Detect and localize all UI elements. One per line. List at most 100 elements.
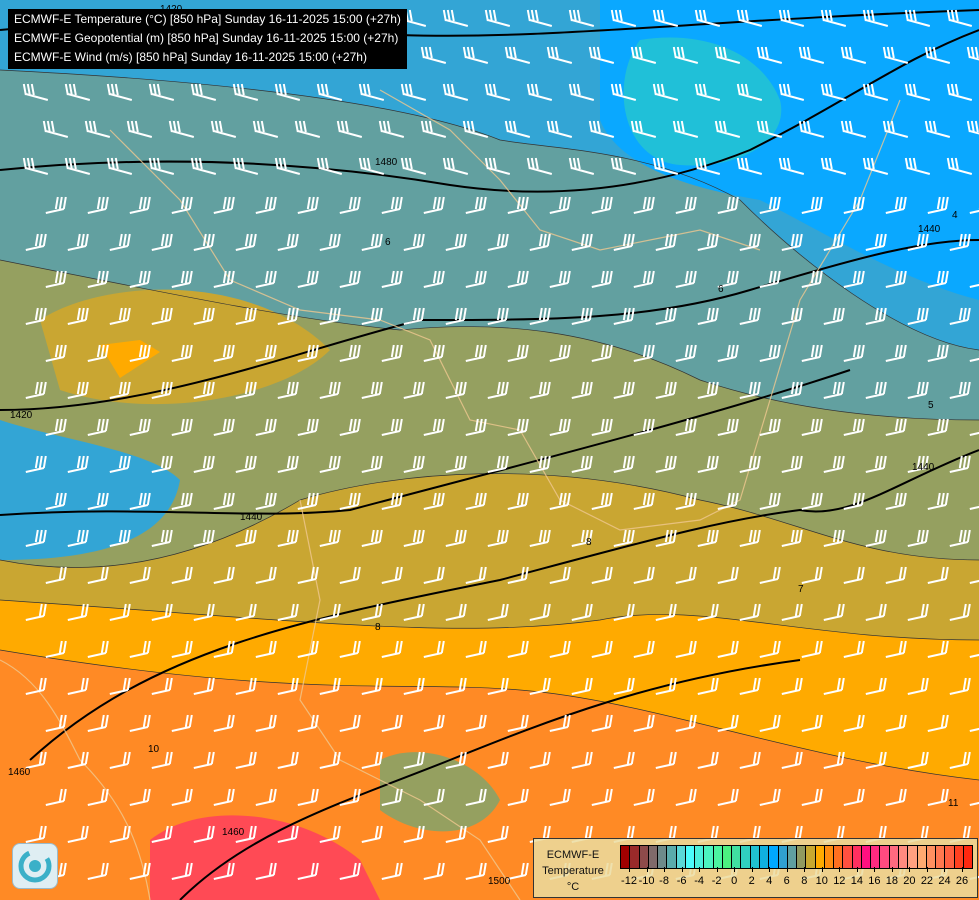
- wind-barb: [862, 9, 889, 27]
- wind-barb: [255, 640, 277, 658]
- wind-barb: [862, 83, 889, 101]
- wind-barb: [927, 714, 949, 732]
- wind-barb: [591, 270, 613, 288]
- wind-barb: [22, 83, 49, 101]
- tick-label: -6: [676, 875, 687, 887]
- wind-barb: [759, 714, 781, 732]
- color-scale-cell: [769, 846, 779, 868]
- wind-barb: [823, 603, 845, 621]
- color-scale-cell: [630, 846, 640, 868]
- wind-barb: [87, 270, 109, 288]
- wind-barb: [277, 307, 299, 325]
- wind-barb: [151, 307, 173, 325]
- color-scale-cell: [750, 846, 760, 868]
- wind-barb: [151, 603, 173, 621]
- wind-barb: [274, 83, 301, 101]
- wind-barb: [798, 120, 825, 138]
- wind-barb: [739, 603, 761, 621]
- wind-barb: [151, 677, 173, 695]
- wind-barb: [736, 83, 763, 101]
- wind-barb: [801, 270, 823, 288]
- wind-barb: [591, 640, 613, 658]
- wind-barb: [675, 418, 697, 436]
- wind-barb: [462, 120, 489, 138]
- wind-barb: [151, 529, 173, 547]
- wind-barb: [739, 233, 761, 251]
- geopotential-label: 1440: [912, 462, 935, 473]
- wind-barb: [213, 862, 235, 880]
- wind-barb: [739, 307, 761, 325]
- wind-barb: [781, 751, 803, 769]
- wind-barb: [694, 157, 721, 175]
- wind-barb: [759, 640, 781, 658]
- temperature-label: 10: [148, 744, 160, 755]
- wind-barb: [865, 455, 887, 473]
- wind-barb: [801, 418, 823, 436]
- temperature-label: 7: [798, 584, 804, 595]
- wind-barb: [151, 751, 173, 769]
- wind-barb: [675, 492, 697, 510]
- wind-barb: [277, 381, 299, 399]
- wind-barb: [235, 677, 257, 695]
- wind-barb: [171, 788, 193, 806]
- wind-barb: [171, 270, 193, 288]
- geopotential-label: 1420: [10, 410, 33, 421]
- color-scale-cell: [815, 846, 825, 868]
- wind-barb: [529, 751, 551, 769]
- wind-barb: [67, 529, 89, 547]
- wind-barb: [400, 83, 427, 101]
- wind-barb: [781, 381, 803, 399]
- wind-barb: [22, 157, 49, 175]
- tick-label: -8: [659, 875, 669, 887]
- wind-barb: [949, 307, 971, 325]
- wind-barb: [652, 157, 679, 175]
- wind-barb: [213, 492, 235, 510]
- wind-barb: [778, 157, 805, 175]
- wind-barb: [213, 714, 235, 732]
- color-scale-cell: [871, 846, 881, 868]
- wind-barb: [423, 714, 445, 732]
- color-scale-cell: [778, 846, 788, 868]
- wind-barb: [907, 233, 929, 251]
- tick-label: -2: [711, 875, 722, 887]
- wind-barb: [672, 46, 699, 64]
- wind-barb: [907, 455, 929, 473]
- wind-barb: [361, 307, 383, 325]
- geopotential-label: 1440: [918, 224, 941, 235]
- wind-barb: [151, 233, 173, 251]
- wind-barb: [633, 418, 655, 436]
- geopotential-label: 1480: [375, 157, 398, 168]
- wind-barb: [484, 9, 511, 27]
- wind-barb: [106, 83, 133, 101]
- wind-barb: [610, 157, 637, 175]
- tick-mark: [856, 867, 858, 872]
- wind-barb: [885, 566, 907, 584]
- wind-barb: [67, 603, 89, 621]
- color-scale-cell: [954, 846, 964, 868]
- wind-barb: [507, 196, 529, 214]
- wind-barb: [694, 9, 721, 27]
- wind-barb: [717, 566, 739, 584]
- wind-barb: [633, 270, 655, 288]
- wind-barb: [820, 83, 847, 101]
- wind-barb: [946, 83, 973, 101]
- wind-barb: [381, 418, 403, 436]
- tick-mark: [944, 867, 946, 872]
- geopotential-label: 1460: [222, 827, 245, 838]
- wind-barb: [484, 157, 511, 175]
- wind-barb: [717, 714, 739, 732]
- wind-barb: [781, 529, 803, 547]
- wind-barb: [571, 381, 593, 399]
- wind-barb: [319, 455, 341, 473]
- wind-barb: [927, 344, 949, 362]
- wind-barb: [255, 788, 277, 806]
- wind-barb: [823, 381, 845, 399]
- wind-barb: [526, 9, 553, 27]
- wind-barb: [924, 46, 951, 64]
- wind-barb: [739, 381, 761, 399]
- wind-barb: [403, 751, 425, 769]
- wind-barb: [45, 788, 67, 806]
- wind-barb: [361, 825, 383, 843]
- wind-barb: [571, 751, 593, 769]
